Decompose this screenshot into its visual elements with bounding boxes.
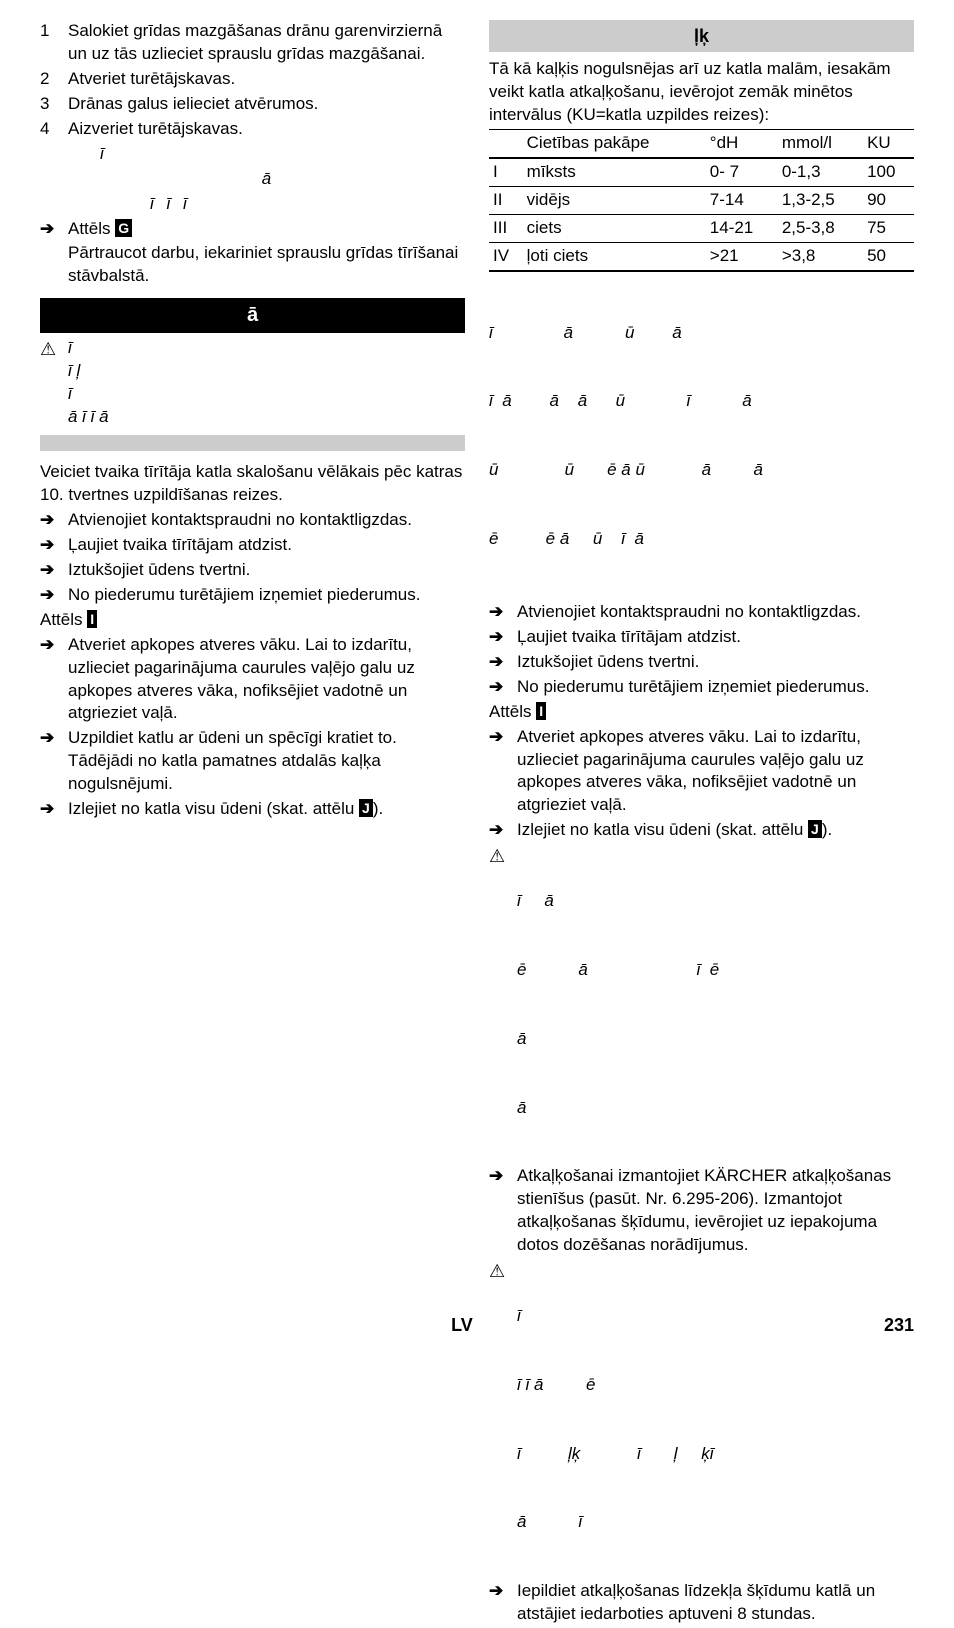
left-column: 1Salokiet grīdas mazgāšanas drānu garenv… <box>40 20 465 1628</box>
table-header-row: Cietības pakāpe °dH mmol/l KU <box>489 130 914 158</box>
list-text: Atveriet turētājskavas. <box>68 68 465 91</box>
warning-text: ī ī ī ā ē ī ļķ ī ļ ķī ā ī <box>517 1259 914 1580</box>
arrow-icon: ➔ <box>40 509 68 532</box>
list-number: 3 <box>40 93 68 116</box>
image-ref: Attēls I <box>40 609 465 632</box>
figure-letter: G <box>115 219 132 237</box>
numbered-list: 1Salokiet grīdas mazgāšanas drānu garenv… <box>40 20 465 141</box>
italic-floater: ī ā ū ā ī ā ā ā ū ī ā ū ū ē ā ū ā ā ē ē … <box>489 276 914 597</box>
table-row: IIIciets14-212,5-3,875 <box>489 214 914 242</box>
hardness-table: Cietības pakāpe °dH mmol/l KU Imīksts0- … <box>489 129 914 272</box>
warning-text: ī ā ē ā ī ē ā ā <box>517 844 914 1165</box>
list-number: 2 <box>40 68 68 91</box>
italic-floater: ī <box>100 143 465 166</box>
footer-page: 231 <box>884 1315 914 1336</box>
bullet-text: Iepildiet atkaļķošanas līdzekļa šķīdumu … <box>517 1580 914 1626</box>
arrow-icon: ➔ <box>40 798 68 821</box>
figure-letter: I <box>87 610 97 628</box>
arrow-icon: ➔ <box>40 534 68 557</box>
arrow-icon: ➔ <box>489 651 517 674</box>
warning-icon: ⚠ <box>489 844 517 1165</box>
arrow-icon: ➔ <box>489 819 517 842</box>
arrow-icon: ➔ <box>489 1580 517 1626</box>
th: Cietības pakāpe <box>523 130 706 158</box>
italic-floater: ī ī ī <box>150 193 465 216</box>
list-number: 1 <box>40 20 68 66</box>
warning-icon: ⚠ <box>489 1259 517 1580</box>
arrow-icon: ➔ <box>489 601 517 624</box>
section-header-black: ā <box>40 298 465 333</box>
footer-lang: LV <box>451 1315 473 1336</box>
th: °dH <box>706 130 778 158</box>
grey-band <box>40 435 465 451</box>
figure-letter: J <box>359 799 373 817</box>
bullet-text: No piederumu turētājiem izņemiet piederu… <box>517 676 914 699</box>
warning-text: ī ī ļ ī ā ī ī ā <box>68 337 465 429</box>
table-row: Imīksts0- 70-1,3100 <box>489 158 914 186</box>
arrow-icon: ➔ <box>489 676 517 699</box>
arrow-icon: ➔ <box>40 218 68 241</box>
arrow-icon: ➔ <box>40 559 68 582</box>
warning-icon: ⚠ <box>40 337 68 429</box>
th: KU <box>863 130 914 158</box>
bullet-text: Iztukšojiet ūdens tvertni. <box>517 651 914 674</box>
right-column: ļķ Tā kā kaļķis nogulsnējas arī uz katla… <box>489 20 914 1628</box>
bullet-text: Izlejiet no katla visu ūdeni (skat. attē… <box>68 798 465 821</box>
th: mmol/l <box>778 130 863 158</box>
bullet-text: Atvienojiet kontaktspraudni no kontaktli… <box>68 509 465 532</box>
paragraph: Tā kā kaļķis nogulsnējas arī uz katla ma… <box>489 58 914 127</box>
bullet-text: No piederumu turētājiem izņemiet piederu… <box>68 584 465 607</box>
bullet-text: Iztukšojiet ūdens tvertni. <box>68 559 465 582</box>
bullet-text: Uzpildiet katlu ar ūdeni un spēcīgi krat… <box>68 727 465 796</box>
arrow-icon: ➔ <box>489 726 517 818</box>
arrow-icon: ➔ <box>40 727 68 796</box>
bullet-text: Ļaujiet tvaika tīrītājam atdzist. <box>517 626 914 649</box>
figure-letter: I <box>536 702 546 720</box>
bullet-text: Ļaujiet tvaika tīrītājam atdzist. <box>68 534 465 557</box>
bullet-text: Izlejiet no katla visu ūdeni (skat. attē… <box>517 819 914 842</box>
image-ref: Attēls I <box>489 701 914 724</box>
list-text: Aizveriet turētājskavas. <box>68 118 465 141</box>
arrow-icon: ➔ <box>40 634 68 726</box>
arrow-icon: ➔ <box>40 584 68 607</box>
bullet-text: Atkaļķošanai izmantojiet KÄRCHER atkaļķo… <box>517 1165 914 1257</box>
table-row: IIvidējs7-141,3-2,590 <box>489 186 914 214</box>
paragraph: Veiciet tvaika tīrītāja katla skalošanu … <box>40 461 465 507</box>
image-ref: Attēls G <box>68 218 465 241</box>
arrow-icon: ➔ <box>489 1165 517 1257</box>
th <box>489 130 523 158</box>
bullet-text: Atvienojiet kontaktspraudni no kontaktli… <box>517 601 914 624</box>
table-row: IVļoti ciets>21>3,850 <box>489 242 914 270</box>
arrow-icon: ➔ <box>489 626 517 649</box>
page-footer: LV 231 <box>40 1315 914 1336</box>
list-text: Drānas galus ielieciet atvērumos. <box>68 93 465 116</box>
figure-letter: J <box>808 820 822 838</box>
paragraph: Pārtraucot darbu, iekariniet sprauslu gr… <box>68 242 465 288</box>
bullet-text: Atveriet apkopes atveres vāku. Lai to iz… <box>68 634 465 726</box>
list-text: Salokiet grīdas mazgāšanas drānu garenvi… <box>68 20 465 66</box>
list-number: 4 <box>40 118 68 141</box>
bullet-text: Atveriet apkopes atveres vāku. Lai to iz… <box>517 726 914 818</box>
italic-floater: ā <box>68 168 465 191</box>
section-header-grey: ļķ <box>489 20 914 52</box>
